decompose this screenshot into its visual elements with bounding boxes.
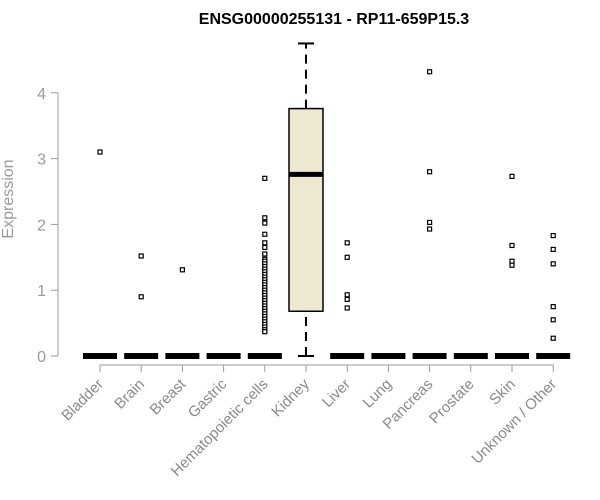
- baseline-bar: [330, 353, 365, 359]
- outlier-point: [138, 294, 144, 300]
- y-tick-label: 2: [37, 217, 46, 234]
- outlier-point: [262, 240, 268, 246]
- baseline-bar: [124, 353, 159, 359]
- baseline-bar: [495, 353, 529, 359]
- x-tick-label: Brain: [111, 376, 148, 413]
- outlier-point: [550, 246, 556, 253]
- plot-area: [83, 42, 571, 359]
- baseline-bar: [371, 353, 406, 359]
- y-tick-label: 3: [37, 152, 46, 169]
- outlier-point: [262, 244, 268, 251]
- box-iqr: [288, 107, 324, 313]
- outlier-point: [179, 267, 185, 273]
- outlier-point: [344, 305, 350, 311]
- outlier-point: [427, 69, 433, 75]
- baseline-bar: [247, 353, 282, 359]
- baseline-bar: [165, 353, 200, 359]
- outlier-point: [427, 226, 433, 232]
- outlier-point: [509, 262, 515, 268]
- baseline-bar: [536, 353, 571, 359]
- y-axis: 0 1 2 3 4: [37, 86, 59, 366]
- outlier-point: [550, 317, 556, 323]
- outlier-point: [509, 173, 515, 179]
- outlier-point: [262, 215, 268, 221]
- x-tick-label: Bladder: [58, 376, 107, 425]
- outlier-point: [262, 231, 268, 237]
- outlier-point: [262, 251, 268, 257]
- outlier-point: [344, 254, 350, 260]
- outlier-point: [262, 329, 268, 335]
- outlier-point: [550, 335, 556, 341]
- baseline-bar: [206, 353, 241, 359]
- outlier-point: [138, 253, 144, 259]
- outlier-point: [262, 175, 268, 181]
- x-tick-label: Liver: [319, 376, 354, 411]
- outlier-point: [550, 232, 556, 239]
- outlier-point: [344, 296, 350, 303]
- x-tick-label: Prostate: [426, 376, 478, 428]
- x-tick-label: Lung: [360, 376, 396, 412]
- outlier-point: [427, 169, 433, 175]
- outlier-point: [344, 292, 350, 298]
- outlier-point: [427, 219, 433, 226]
- y-tick-label: 0: [37, 349, 46, 366]
- y-tick-label: 4: [37, 86, 46, 103]
- outlier-point: [550, 261, 556, 267]
- baseline-bar: [412, 353, 447, 359]
- y-axis-label: Expression: [0, 159, 17, 238]
- chart-title: ENSG00000255131 - RP11-659P15.3: [199, 11, 470, 28]
- outlier-point: [550, 304, 556, 310]
- baseline-bar: [453, 353, 488, 359]
- x-tick-label: Skin: [486, 376, 519, 409]
- y-tick-label: 1: [37, 283, 46, 300]
- outlier-point: [344, 240, 350, 246]
- outlier-point: [262, 220, 268, 226]
- outlier-point: [97, 149, 103, 155]
- x-tick-label: Kidney: [268, 375, 313, 420]
- outlier-point: [509, 242, 515, 249]
- x-tick-label: Breast: [147, 375, 190, 418]
- baseline-bar: [83, 353, 117, 359]
